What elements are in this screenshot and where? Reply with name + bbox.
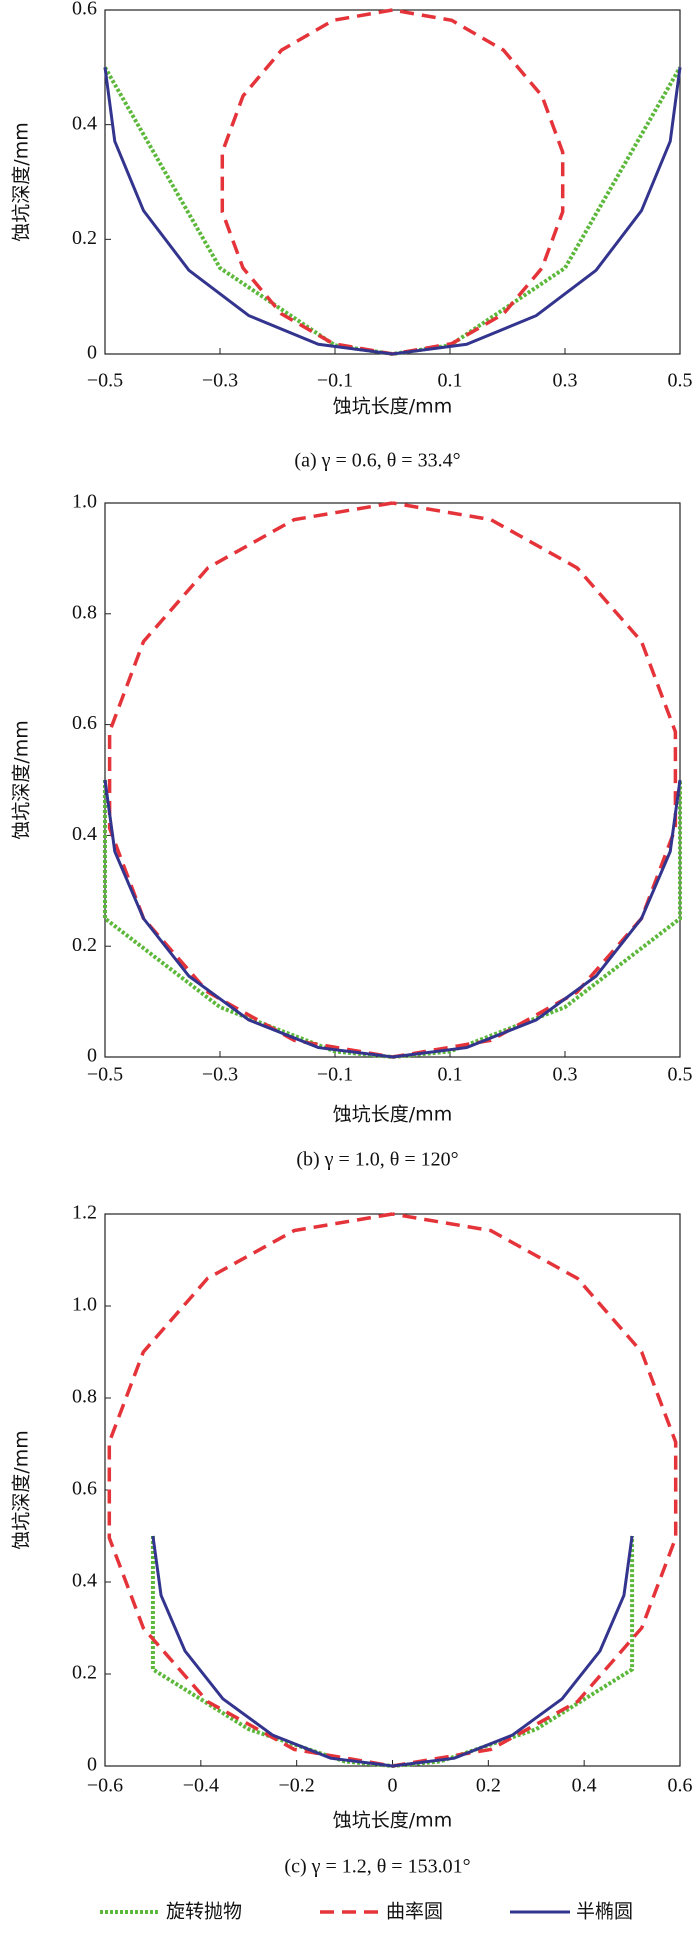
- caption: (c) γ = 1.2, θ = 153.01°: [284, 1856, 470, 1878]
- x-tick-label: −0.3: [202, 370, 238, 392]
- y-axis-label: 蚀坑深度/mm: [11, 1430, 33, 1549]
- series-line: [103, 779, 682, 1059]
- y-tick-label: 0: [87, 1754, 97, 1776]
- y-axis-label: 蚀坑深度/mm: [11, 720, 33, 839]
- x-tick-label: 0.2: [476, 1775, 501, 1797]
- y-axis-label: 蚀坑深度/mm: [11, 122, 33, 241]
- y-tick-label: 0: [87, 342, 97, 364]
- x-tick-label: −0.6: [87, 1775, 123, 1797]
- y-tick-label: 0.8: [72, 1386, 97, 1408]
- series-line: [107, 501, 678, 1059]
- series-line: [103, 66, 682, 357]
- x-tick-label: −0.5: [87, 1064, 123, 1086]
- y-tick-label: 0.2: [72, 1662, 97, 1684]
- x-tick-label: −0.3: [202, 1064, 238, 1086]
- x-tick-label: 0: [388, 1775, 398, 1797]
- y-tick-label: 0.6: [72, 0, 97, 20]
- x-tick-label: −0.4: [183, 1775, 219, 1797]
- x-tick-label: 0.5: [668, 370, 693, 392]
- series-line: [103, 780, 682, 1060]
- caption: (a) γ = 0.6, θ = 33.4°: [294, 450, 460, 472]
- y-tick-label: 0.8: [72, 601, 97, 623]
- x-tick-label: −0.1: [317, 370, 353, 392]
- legend-label: 旋转抛物: [166, 1901, 242, 1923]
- y-tick-label: 0.2: [72, 934, 97, 956]
- x-axis-label: 蚀坑长度/mm: [333, 1104, 452, 1126]
- y-tick-label: 1.0: [72, 491, 97, 513]
- x-tick-label: 0.3: [553, 1064, 578, 1086]
- y-tick-label: 0.4: [72, 1570, 97, 1592]
- x-tick-label: −0.2: [279, 1775, 315, 1797]
- x-tick-label: 0.6: [668, 1775, 693, 1797]
- x-axis-label: 蚀坑长度/mm: [333, 1810, 452, 1832]
- series-line: [151, 1535, 634, 1768]
- x-tick-label: 0.4: [572, 1775, 597, 1797]
- x-tick-label: 0.3: [553, 370, 578, 392]
- x-axis-label: 蚀坑长度/mm: [333, 396, 452, 418]
- x-tick-label: 0.5: [668, 1064, 693, 1086]
- y-tick-label: 0: [87, 1045, 97, 1067]
- caption: (b) γ = 1.0, θ = 120°: [296, 1149, 458, 1171]
- y-tick-label: 0.4: [72, 112, 97, 134]
- y-tick-label: 0.4: [72, 823, 97, 845]
- series-line: [150, 1536, 635, 1769]
- plot-frame: [104, 9, 681, 355]
- legend-label: 半椭圆: [576, 1901, 633, 1923]
- y-tick-label: 1.2: [72, 1202, 97, 1224]
- x-tick-label: 0.1: [438, 370, 463, 392]
- y-tick-label: 1.0: [72, 1294, 97, 1316]
- y-tick-label: 0.2: [72, 227, 97, 249]
- y-tick-label: 0.6: [72, 712, 97, 734]
- x-tick-label: −0.5: [87, 370, 123, 392]
- series-line: [107, 1212, 678, 1768]
- x-tick-label: −0.1: [317, 1064, 353, 1086]
- y-tick-label: 0.6: [72, 1478, 97, 1500]
- legend-label: 曲率圆: [386, 1901, 443, 1923]
- series-line: [220, 8, 565, 356]
- series-line: [103, 67, 682, 356]
- x-tick-label: 0.1: [438, 1064, 463, 1086]
